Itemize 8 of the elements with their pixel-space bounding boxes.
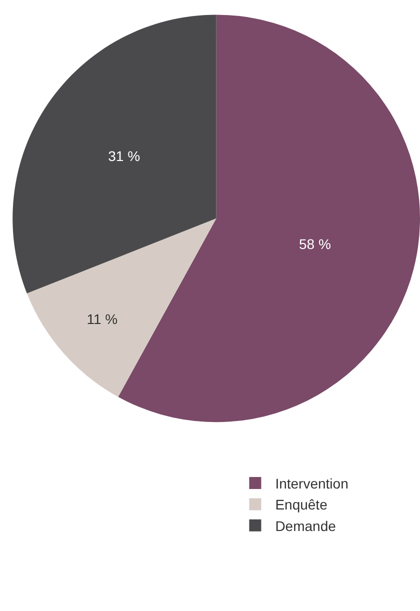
legend-label: Enquête <box>275 496 328 513</box>
pie-slice <box>12 14 216 294</box>
legend-label: Intervention <box>275 475 348 492</box>
data-label: 11 % <box>86 311 118 328</box>
data-label: 31 % <box>108 148 140 164</box>
pie-slice <box>26 218 216 397</box>
legend-label: Demande <box>275 518 336 534</box>
data-label: 58 % <box>298 236 331 252</box>
